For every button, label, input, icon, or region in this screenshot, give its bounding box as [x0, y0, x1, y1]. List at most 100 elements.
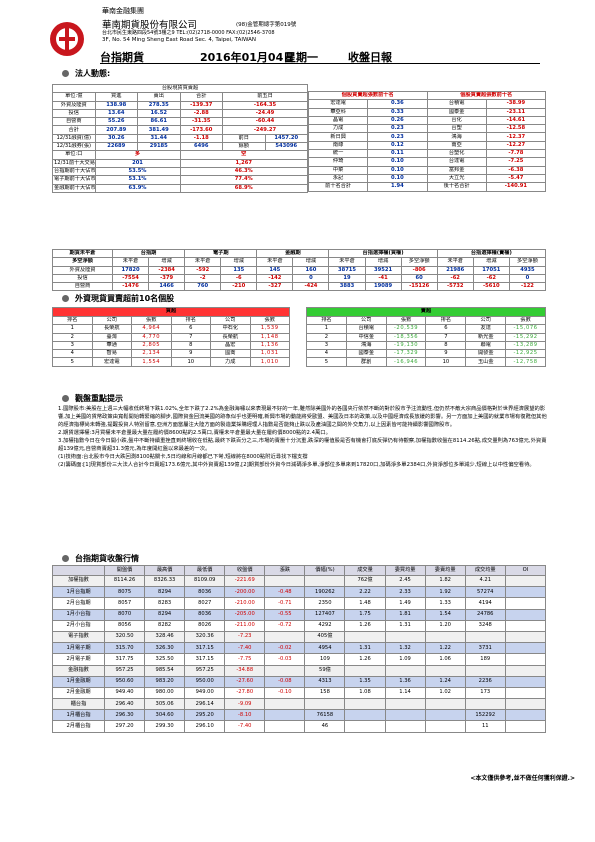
margin-label: 前日: [222, 133, 266, 144]
stock-rank: 10: [425, 357, 467, 367]
row-label: 台指期前十大佔市場比率: [52, 166, 96, 177]
quote-value: 320.36: [184, 630, 226, 644]
quote-value: 985.54: [144, 664, 186, 677]
table-row: 5 群創 -16,946 10 玉山金 -12,758: [306, 357, 546, 367]
oi-value: 135: [220, 265, 258, 275]
table-row: 1 台積電 -20,539 6 友達 -15,076: [306, 324, 546, 334]
margin-label: 餘額: [222, 142, 266, 152]
stock-volume: 1,031: [249, 349, 290, 359]
oi-value: 60: [400, 273, 438, 284]
quote-value: -0.71: [264, 597, 306, 610]
table-row: 1月金融期 950.60 983.20 950.00 -27.60 -0.08 4313 1.…: [52, 675, 547, 688]
sell-stock-name: 台達電: [426, 157, 487, 167]
quote-value: 328.46: [144, 630, 186, 644]
prev5-value: -164.35: [222, 100, 308, 110]
quote-value: 1.33: [424, 597, 466, 610]
net-value: -31.35: [179, 117, 223, 127]
quote-value: [384, 709, 426, 722]
quote-contract: 1月電子期: [52, 642, 105, 655]
quote-value: 949.00: [184, 686, 226, 700]
row-label: 合計: [52, 125, 96, 135]
company-logo: [50, 22, 84, 56]
table-row: 投信 13.64 16.52 -2.88 -24.49: [52, 108, 308, 119]
sell-stock-value: -7.78: [485, 149, 547, 159]
oi-value: -41: [364, 273, 402, 284]
quote-value: 1.26: [344, 653, 386, 666]
quote-value: [384, 630, 426, 644]
quote-value: -0.72: [264, 619, 306, 632]
letterhead: 華南金融集團 華南期貨股份有限公司 (98)金管期總字第019號 台北市民生東路…: [50, 6, 570, 68]
list-item: 華亞科 0.33 國泰金 -23.11: [307, 107, 547, 117]
row-label: 外資及陸資: [52, 100, 96, 110]
sell-stock-name: 台化: [426, 115, 487, 126]
stock-volume: -19,130: [385, 340, 427, 351]
quote-value: [384, 720, 426, 733]
oi-long-header: 多: [94, 150, 181, 160]
quote-value: 296.10: [184, 720, 226, 733]
quote-value: 1.31: [384, 619, 426, 632]
quote-value: 8070: [103, 608, 146, 621]
review-paragraph: 3.加權指數今日在今日開小跌,盤中不斷持續重挫直到終場收在低點,最終下跌百分之三…: [58, 438, 547, 452]
quote-value: [344, 664, 386, 677]
oi-short: 46.3%: [179, 166, 308, 177]
section-top10: 外資現貨買賣超前10名個股: [62, 293, 174, 304]
quote-value: 325.50: [144, 653, 186, 666]
stock-rank: 7: [170, 332, 211, 342]
table-row: 2月台指期 8057 8283 8027 -210.00 -0.71 2350 1.48 1.4…: [52, 597, 547, 610]
quote-value: -27.80: [224, 686, 266, 700]
stock-name: 群創: [345, 357, 387, 367]
stock-name: 長榮航: [91, 324, 132, 334]
sell-stock-value: -14.61: [485, 115, 547, 126]
sell-stock-value: -5.47: [485, 173, 547, 184]
buy-stock-value: 0.10: [367, 157, 428, 167]
list-item: 南綠 0.12 南亞 -12.27: [307, 140, 547, 151]
oi-value: -327: [256, 282, 294, 292]
table-row: 外資及陸資 138.98 278.35 -139.37 -164.35: [52, 100, 308, 110]
quote-value: 8057: [103, 597, 146, 610]
stock-volume: 4,770: [131, 332, 172, 342]
quote-contract: 2月小台指: [52, 619, 105, 632]
bullet-icon: [62, 395, 69, 402]
quote-value: 8326.33: [144, 574, 186, 588]
quote-value: [464, 664, 506, 677]
table-row: 1 長榮航 4,964 6 中石化 1,539: [52, 324, 290, 334]
table-row: 1月櫃台指 296.30 304.60 295.20 -8.10 76158 152292: [52, 709, 547, 722]
quote-value: 8282: [144, 619, 186, 632]
table-row: 自營商 55.26 86.61 -31.35 -60.44: [52, 117, 308, 127]
stock-col-header: 公司: [91, 315, 132, 326]
buy-stock-name: 仲琦: [307, 157, 369, 167]
quote-contract: 櫃台指: [52, 698, 105, 711]
quote-value: 1.24: [424, 675, 466, 688]
oi-value: 0: [508, 273, 547, 284]
quote-value: -34.88: [224, 664, 266, 677]
oi-long: 53.1%: [94, 175, 181, 185]
oi-value: -5732: [436, 282, 474, 292]
sell-stock-name: 大立光: [426, 173, 487, 184]
foreign-sell-table: 賣超 排名 公司 張數 排名 公司 張數 1 台積電 -20,539 6 友達 -15,076 2 中信金 -…: [306, 307, 546, 367]
quote-value: [264, 709, 306, 722]
quote-value: 305.06: [144, 698, 186, 711]
row-label: 投信: [52, 273, 113, 284]
oi-sub-col: 多空淨額: [400, 257, 438, 267]
table-row: 櫃台指 296.40 305.06 296.14 -9.09: [52, 698, 547, 711]
quote-value: 8114.26: [103, 574, 146, 588]
oi-sub-col: 增減: [472, 257, 510, 267]
review-paragraph: (2)籌碼面:[1]現貨部份三大法人合計今日賣超173.6億元,其中外資賣超13…: [58, 462, 535, 468]
quote-value: 4313: [304, 675, 346, 688]
oi-long: 53.5%: [94, 166, 181, 177]
oi-value: -2384: [148, 265, 186, 275]
oi-left-header: 期貨未平倉: [52, 248, 113, 259]
oi-short: 68.9%: [179, 183, 308, 193]
stock-col-header: 排名: [425, 315, 467, 326]
stock-col-header: 張數: [385, 315, 427, 326]
buy-rank-title: 個股買賣超張數前十名: [308, 90, 428, 101]
section-review: 觀盤重點提示: [62, 393, 123, 404]
spot-unit: 單位:億: [52, 92, 96, 102]
stock-rank: 8: [425, 340, 467, 351]
stock-rank: 5: [306, 357, 347, 367]
quote-value: 76158: [304, 709, 346, 722]
table-row: 2 臺灣 4,770 7 長榮航 1,148: [52, 332, 290, 342]
stock-name: 聯電: [465, 340, 507, 351]
table-row: 4 智易 2,134 9 國喬 1,031: [52, 349, 290, 359]
stock-name: 國喬: [210, 349, 251, 359]
